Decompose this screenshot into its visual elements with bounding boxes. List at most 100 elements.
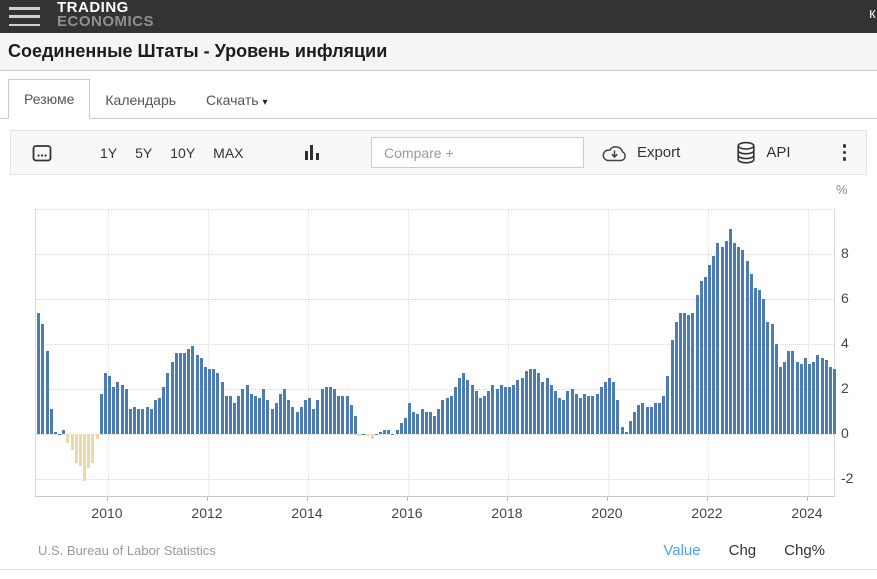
- inflation-bar: [616, 400, 620, 434]
- inflation-bar: [316, 400, 320, 434]
- inflation-bar: [587, 395, 591, 434]
- gridline: [36, 434, 834, 435]
- inflation-bar: [58, 434, 61, 435]
- axis-tick: [107, 497, 108, 501]
- inflation-bar: [708, 265, 711, 434]
- inflation-bar: [691, 312, 695, 434]
- inflation-bar: [99, 393, 103, 434]
- inflation-bar: [641, 402, 645, 434]
- chgpct-mode-link[interactable]: Chg%: [784, 542, 825, 559]
- inflation-bar: [103, 373, 107, 434]
- y-tick-label: 0: [841, 425, 849, 441]
- axis-tick: [407, 497, 408, 501]
- inflation-bar: [462, 373, 466, 434]
- inflation-bar: [262, 389, 266, 434]
- range-max-button[interactable]: MAX: [213, 144, 244, 161]
- chart-type-icon[interactable]: [304, 145, 322, 160]
- inflation-bar: [778, 366, 782, 434]
- inflation-bar: [333, 389, 336, 434]
- inflation-bar: [212, 368, 216, 434]
- chg-mode-link[interactable]: Chg: [728, 542, 757, 559]
- inflation-bar: [466, 380, 470, 434]
- hamburger-menu-icon[interactable]: [9, 7, 40, 26]
- inflation-bar: [487, 391, 491, 434]
- inflation-bar: [337, 395, 341, 434]
- page-title: Соединенные Штаты - Уровень инфляции: [8, 41, 388, 61]
- axis-tick: [307, 497, 308, 501]
- inflation-bar: [583, 393, 586, 434]
- inflation-bar: [87, 434, 91, 468]
- range-10y-button[interactable]: 10Y: [170, 144, 196, 161]
- inflation-bar: [91, 434, 95, 464]
- inflation-bar: [437, 409, 441, 434]
- inflation-bar: [49, 409, 53, 434]
- series-mode-switcher: Value Chg Chg%: [635, 542, 825, 559]
- y-tick-label: 2: [841, 380, 849, 396]
- trading-economics-logo[interactable]: TRADING ECONOMICS: [57, 0, 154, 29]
- inflation-bar: [833, 368, 836, 434]
- inflation-bar: [299, 407, 303, 434]
- inflation-bar: [628, 420, 632, 434]
- inflation-bar: [166, 373, 170, 434]
- inflation-bar: [216, 373, 220, 434]
- inflation-bar: [74, 434, 78, 464]
- inflation-bar: [191, 346, 195, 434]
- inflation-bar: [703, 276, 707, 434]
- axis-tick: [607, 497, 608, 501]
- inflation-bar: [258, 398, 261, 434]
- export-button[interactable]: Export: [601, 143, 680, 163]
- top-navbar: TRADING ECONOMICS к: [0, 0, 877, 33]
- chart-toolbar: 1Y 5Y 10Y MAX Export API: [10, 130, 867, 175]
- tab-calendar[interactable]: Календарь: [105, 92, 177, 108]
- inflation-bar: [578, 398, 582, 434]
- inflation-bar: [249, 393, 253, 434]
- inflation-bar: [741, 249, 745, 434]
- inflation-bar: [241, 389, 245, 434]
- inflation-bar: [795, 362, 799, 434]
- inflation-bar: [149, 409, 153, 434]
- value-mode-link[interactable]: Value: [663, 542, 701, 559]
- inflation-bar: [62, 429, 66, 434]
- api-button[interactable]: API: [735, 141, 791, 165]
- more-options-icon[interactable]: [842, 142, 846, 162]
- inflation-bar: [162, 386, 166, 434]
- range-1y-button[interactable]: 1Y: [100, 144, 118, 161]
- inflation-bar: [753, 287, 757, 434]
- y-tick-label: 8: [841, 245, 849, 261]
- plot-area[interactable]: [35, 209, 836, 497]
- inflation-bar: [328, 386, 332, 434]
- inflation-bar: [799, 364, 803, 434]
- inflation-bar: [674, 321, 678, 434]
- toolbar-actions: Export API: [601, 141, 846, 165]
- inflation-bar: [303, 400, 307, 434]
- inflation-bar: [728, 229, 732, 434]
- range-5y-button[interactable]: 5Y: [135, 144, 153, 161]
- inflation-bar: [278, 393, 282, 434]
- inflation-chart: % 8 6 4 2 0 -2 2010 2012 2014 2016 2018 …: [0, 175, 877, 578]
- inflation-bar: [678, 312, 682, 434]
- compare-input[interactable]: [371, 137, 585, 168]
- inflation-bar: [808, 364, 811, 434]
- inflation-bar: [516, 380, 520, 434]
- inflation-bar: [545, 377, 549, 434]
- inflation-bar: [83, 434, 86, 482]
- inflation-bar: [599, 386, 603, 434]
- inflation-bar: [528, 368, 532, 434]
- inflation-bar: [66, 434, 70, 443]
- inflation-bar: [78, 434, 82, 466]
- tab-summary[interactable]: Резюме: [8, 79, 91, 119]
- inflation-bar: [653, 402, 657, 434]
- tab-download[interactable]: Скачать ▾: [206, 92, 268, 108]
- gridline: [36, 389, 834, 390]
- inflation-bar: [612, 382, 616, 434]
- inflation-bar: [345, 395, 349, 434]
- inflation-bar: [824, 359, 828, 434]
- logo-line-1: TRADING: [57, 0, 129, 16]
- calendar-icon[interactable]: [31, 142, 53, 164]
- range-selector: 1Y 5Y 10Y MAX: [91, 141, 253, 165]
- inflation-bar: [366, 434, 370, 437]
- inflation-bar: [770, 323, 774, 434]
- inflation-bar: [203, 366, 207, 434]
- inflation-bar: [449, 395, 453, 434]
- gridline: [508, 209, 509, 496]
